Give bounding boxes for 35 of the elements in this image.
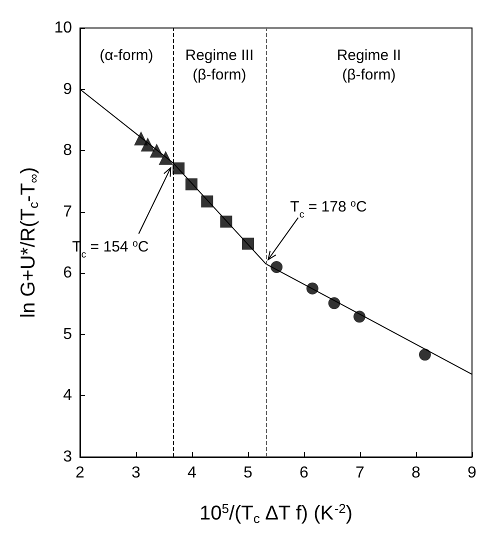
point — [150, 144, 164, 158]
y-tick-label: 9 — [63, 80, 72, 98]
point — [140, 137, 155, 152]
y-axis-title: ln G+U*/R(Tc-T∞) — [18, 167, 41, 318]
annotation: Regime II (β-form) — [336, 47, 402, 84]
y-tick-label: 7 — [63, 203, 72, 220]
point — [242, 238, 254, 250]
x-tick-label: 8 — [412, 464, 421, 482]
x-tick-label: 6 — [300, 464, 309, 482]
y-tick-label: 8 — [63, 142, 72, 160]
x-tick-label: 7 — [356, 464, 365, 482]
annotation: Regime III (β-form) — [185, 47, 254, 84]
point — [201, 195, 214, 208]
point — [134, 131, 148, 146]
point — [158, 150, 173, 165]
point — [353, 310, 366, 323]
annotation: T$_{c}$ = 178 $^{o}$C — [290, 198, 367, 220]
x-tick-label: 5 — [244, 464, 253, 482]
y-tick-label: 3 — [63, 448, 72, 466]
point — [172, 162, 185, 174]
x-tick-label: 9 — [468, 464, 477, 482]
y-tick-label: 5 — [63, 326, 72, 343]
point — [306, 282, 318, 294]
x-tick-label: 3 — [132, 464, 141, 482]
point — [270, 261, 283, 274]
annotation: (α-form) — [100, 47, 154, 64]
point — [418, 348, 431, 361]
y-tick-label: 6 — [63, 264, 72, 282]
x-tick-label: 2 — [76, 464, 85, 482]
x-tick-label: 4 — [188, 464, 197, 482]
y-tick-label: 10 — [54, 20, 72, 36]
point — [328, 297, 340, 310]
point — [185, 178, 198, 190]
y-tick-label: 4 — [63, 387, 72, 404]
point — [220, 216, 232, 228]
